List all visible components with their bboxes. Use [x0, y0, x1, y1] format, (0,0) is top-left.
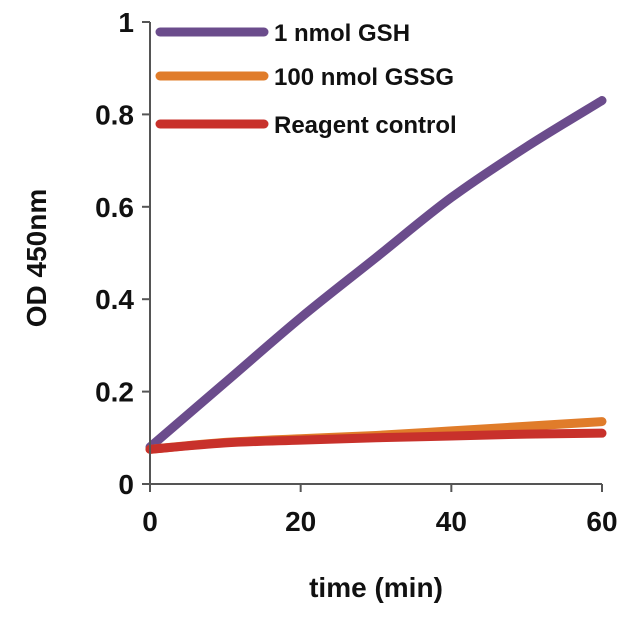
- axes: [149, 22, 602, 485]
- ticks: 0 0.2 0.4 0.6 0.8 1 0 20 40 60: [95, 7, 618, 537]
- x-tick-label: 0: [142, 506, 158, 537]
- y-tick-label: 0: [118, 469, 134, 500]
- y-tick-label: 0.4: [95, 284, 134, 315]
- y-axis-title: OD 450nm: [21, 189, 52, 328]
- y-tick-label: 0.2: [95, 377, 134, 408]
- x-tick-label: 40: [436, 506, 467, 537]
- legend-label-2: 100 nmol GSSG: [274, 64, 454, 91]
- series-line-3: [145, 428, 607, 454]
- legend: 1 nmol GSH 100 nmol GSSG Reagent control: [155, 20, 457, 139]
- legend-label-1: 1 nmol GSH: [274, 20, 410, 47]
- x-tick-label: 60: [586, 506, 617, 537]
- plot-lines: [145, 96, 607, 454]
- x-axis-title: time (min): [309, 572, 443, 603]
- y-tick-label: 0.6: [95, 192, 134, 223]
- series-line-1: [145, 96, 607, 452]
- legend-label-3: Reagent control: [274, 112, 457, 139]
- x-tick-label: 20: [285, 506, 316, 537]
- y-tick-label: 1: [118, 7, 134, 38]
- y-tick-label: 0.8: [95, 99, 134, 130]
